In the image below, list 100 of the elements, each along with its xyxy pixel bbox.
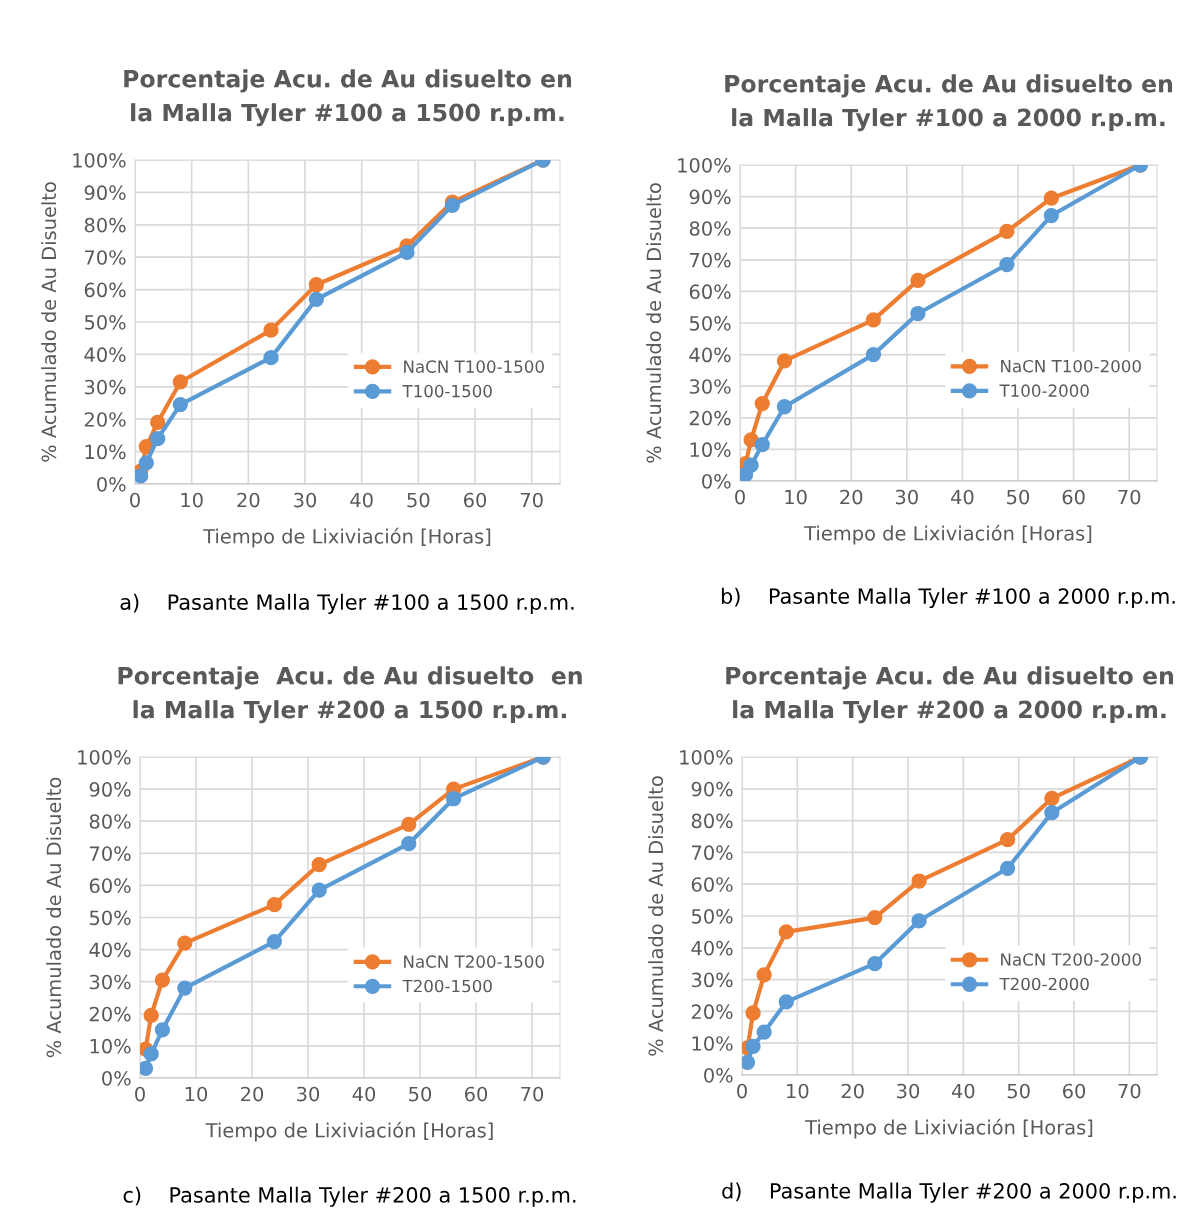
point — [263, 322, 279, 338]
point — [266, 933, 283, 950]
x-tick-label: 40 — [950, 489, 974, 505]
x-tick-label: 30 — [294, 492, 317, 508]
point — [177, 980, 193, 996]
point — [999, 256, 1015, 273]
y-axis-title: % Acumulado de Au Disuelto — [46, 777, 62, 1058]
point — [150, 414, 166, 431]
x-axis-title: Tiempo de Lixiviación [Horas] — [205, 1121, 493, 1142]
point — [177, 935, 193, 951]
point — [445, 791, 462, 807]
legend-label: NaCN T200-2000 — [1001, 953, 1141, 966]
x-tick-label: 10 — [181, 492, 203, 508]
x-tick-label: 70 — [521, 1086, 544, 1102]
y-tick-label: 10% — [692, 1036, 733, 1051]
x-tick-label: 0 — [135, 1086, 145, 1102]
point — [150, 431, 166, 447]
x-tick-label: 20 — [237, 492, 260, 508]
y-axis-title: % Acumulado de Au Disuelto — [41, 182, 57, 462]
point — [311, 882, 327, 898]
x-tick-label: 60 — [463, 492, 487, 508]
y-tick-label: 90% — [689, 189, 731, 205]
y-tick-label: 90% — [691, 781, 733, 797]
y-tick-label: 90% — [89, 782, 131, 797]
x-tick-label: 30 — [895, 489, 918, 505]
text: a) Pasante Malla Tyler #100 a 1500 r.p.m. — [120, 593, 574, 614]
x-tick-label: 60 — [1062, 489, 1085, 505]
x-tick-label: 10 — [185, 1086, 208, 1102]
chart-title: Porcentaje Acu. de Au disuelto en la Malla Tyler #100 a 1500 r.p.m. — [124, 69, 572, 127]
y-axis-title: % Acumulado de Au Disuelto — [646, 183, 662, 463]
point — [263, 350, 279, 366]
y-tick-label: 80% — [689, 221, 731, 236]
legend-label: T200-1500 — [402, 979, 492, 993]
x-tick-label: 70 — [1118, 1083, 1141, 1099]
y-tick-label: 20% — [691, 1004, 733, 1020]
point — [135, 468, 149, 484]
y-tick-label: 80% — [691, 813, 733, 829]
y-tick-label: 0% — [102, 1070, 131, 1086]
y-tick-label: 40% — [89, 942, 131, 958]
x-tick-label: 60 — [464, 1086, 488, 1102]
y-tick-label: 20% — [84, 412, 126, 427]
text: d) Pasante Malla Tyler #200 a 2000 r.p.m. — [722, 1182, 1176, 1203]
x-tick-label: 20 — [840, 489, 863, 505]
y-tick-label: 30% — [84, 379, 126, 395]
point — [999, 860, 1016, 876]
y-tick-label: 70% — [90, 846, 131, 861]
legend-label: T200-2000 — [999, 977, 1089, 991]
point — [776, 353, 793, 369]
point — [154, 1022, 171, 1038]
y-tick-label: 60% — [691, 877, 733, 892]
point — [266, 897, 283, 913]
y-tick-label: 40% — [691, 940, 733, 956]
point — [1044, 805, 1060, 821]
y-tick-label: 10% — [90, 1038, 131, 1054]
y-tick-label: 10% — [85, 444, 126, 460]
y-tick-label: 80% — [84, 217, 126, 233]
y-axis-title: % Acumulado de Au Disuelto — [648, 776, 664, 1056]
y-tick-label: 10% — [690, 442, 731, 458]
legend-label: NaCN T100-2000 — [1001, 359, 1141, 373]
point — [138, 455, 154, 471]
point — [745, 1005, 761, 1021]
x-tick-label: 40 — [951, 1083, 975, 1099]
x-tick-label: 40 — [350, 492, 373, 508]
y-tick-label: 0% — [702, 473, 731, 489]
point — [999, 832, 1016, 848]
chart-title: Porcentaje Acu. de Au disuelto en la Malla Tyler #100 a 2000 r.p.m. — [725, 74, 1173, 132]
point — [172, 374, 188, 390]
x-tick-label: 40 — [352, 1086, 376, 1102]
legend-label: NaCN T100-1500 — [404, 360, 544, 373]
x-tick-label: 10 — [787, 1083, 809, 1099]
x-tick-label: 50 — [409, 1086, 432, 1102]
x-tick-label: 0 — [130, 492, 140, 508]
point — [865, 346, 882, 363]
legend-label: NaCN T200-1500 — [404, 955, 544, 968]
y-tick-label: 50% — [689, 315, 731, 331]
point — [1043, 190, 1059, 206]
y-tick-label: 100% — [680, 749, 733, 765]
point — [999, 223, 1015, 239]
point — [742, 1054, 756, 1070]
x-tick-label: 10 — [785, 489, 807, 505]
chart-title: Porcentaje Acu. de Au disuelto en la Malla Tyler #200 a 1500 r.p.m. — [118, 666, 582, 724]
y-tick-label: 0% — [97, 476, 126, 492]
point — [910, 272, 926, 288]
point — [754, 437, 770, 453]
y-tick-label: 0% — [704, 1067, 733, 1083]
chart-title: Porcentaje Acu. de Au disuelto en la Malla Tyler #200 a 2000 r.p.m. — [726, 666, 1174, 724]
point — [911, 873, 927, 889]
y-tick-label: 40% — [84, 347, 126, 363]
point — [308, 291, 324, 307]
x-tick-label: 20 — [841, 1083, 864, 1099]
y-tick-label: 50% — [691, 908, 733, 924]
point — [143, 1046, 159, 1062]
x-tick-label: 70 — [520, 492, 543, 508]
y-tick-label: 70% — [690, 252, 731, 268]
y-tick-label: 30% — [689, 379, 731, 394]
y-tick-label: 70% — [692, 845, 733, 861]
text: b) Pasante Malla Tyler #100 a 2000 r.p.m. — [721, 587, 1175, 608]
point — [867, 956, 883, 972]
point — [172, 396, 188, 413]
point — [865, 312, 882, 328]
